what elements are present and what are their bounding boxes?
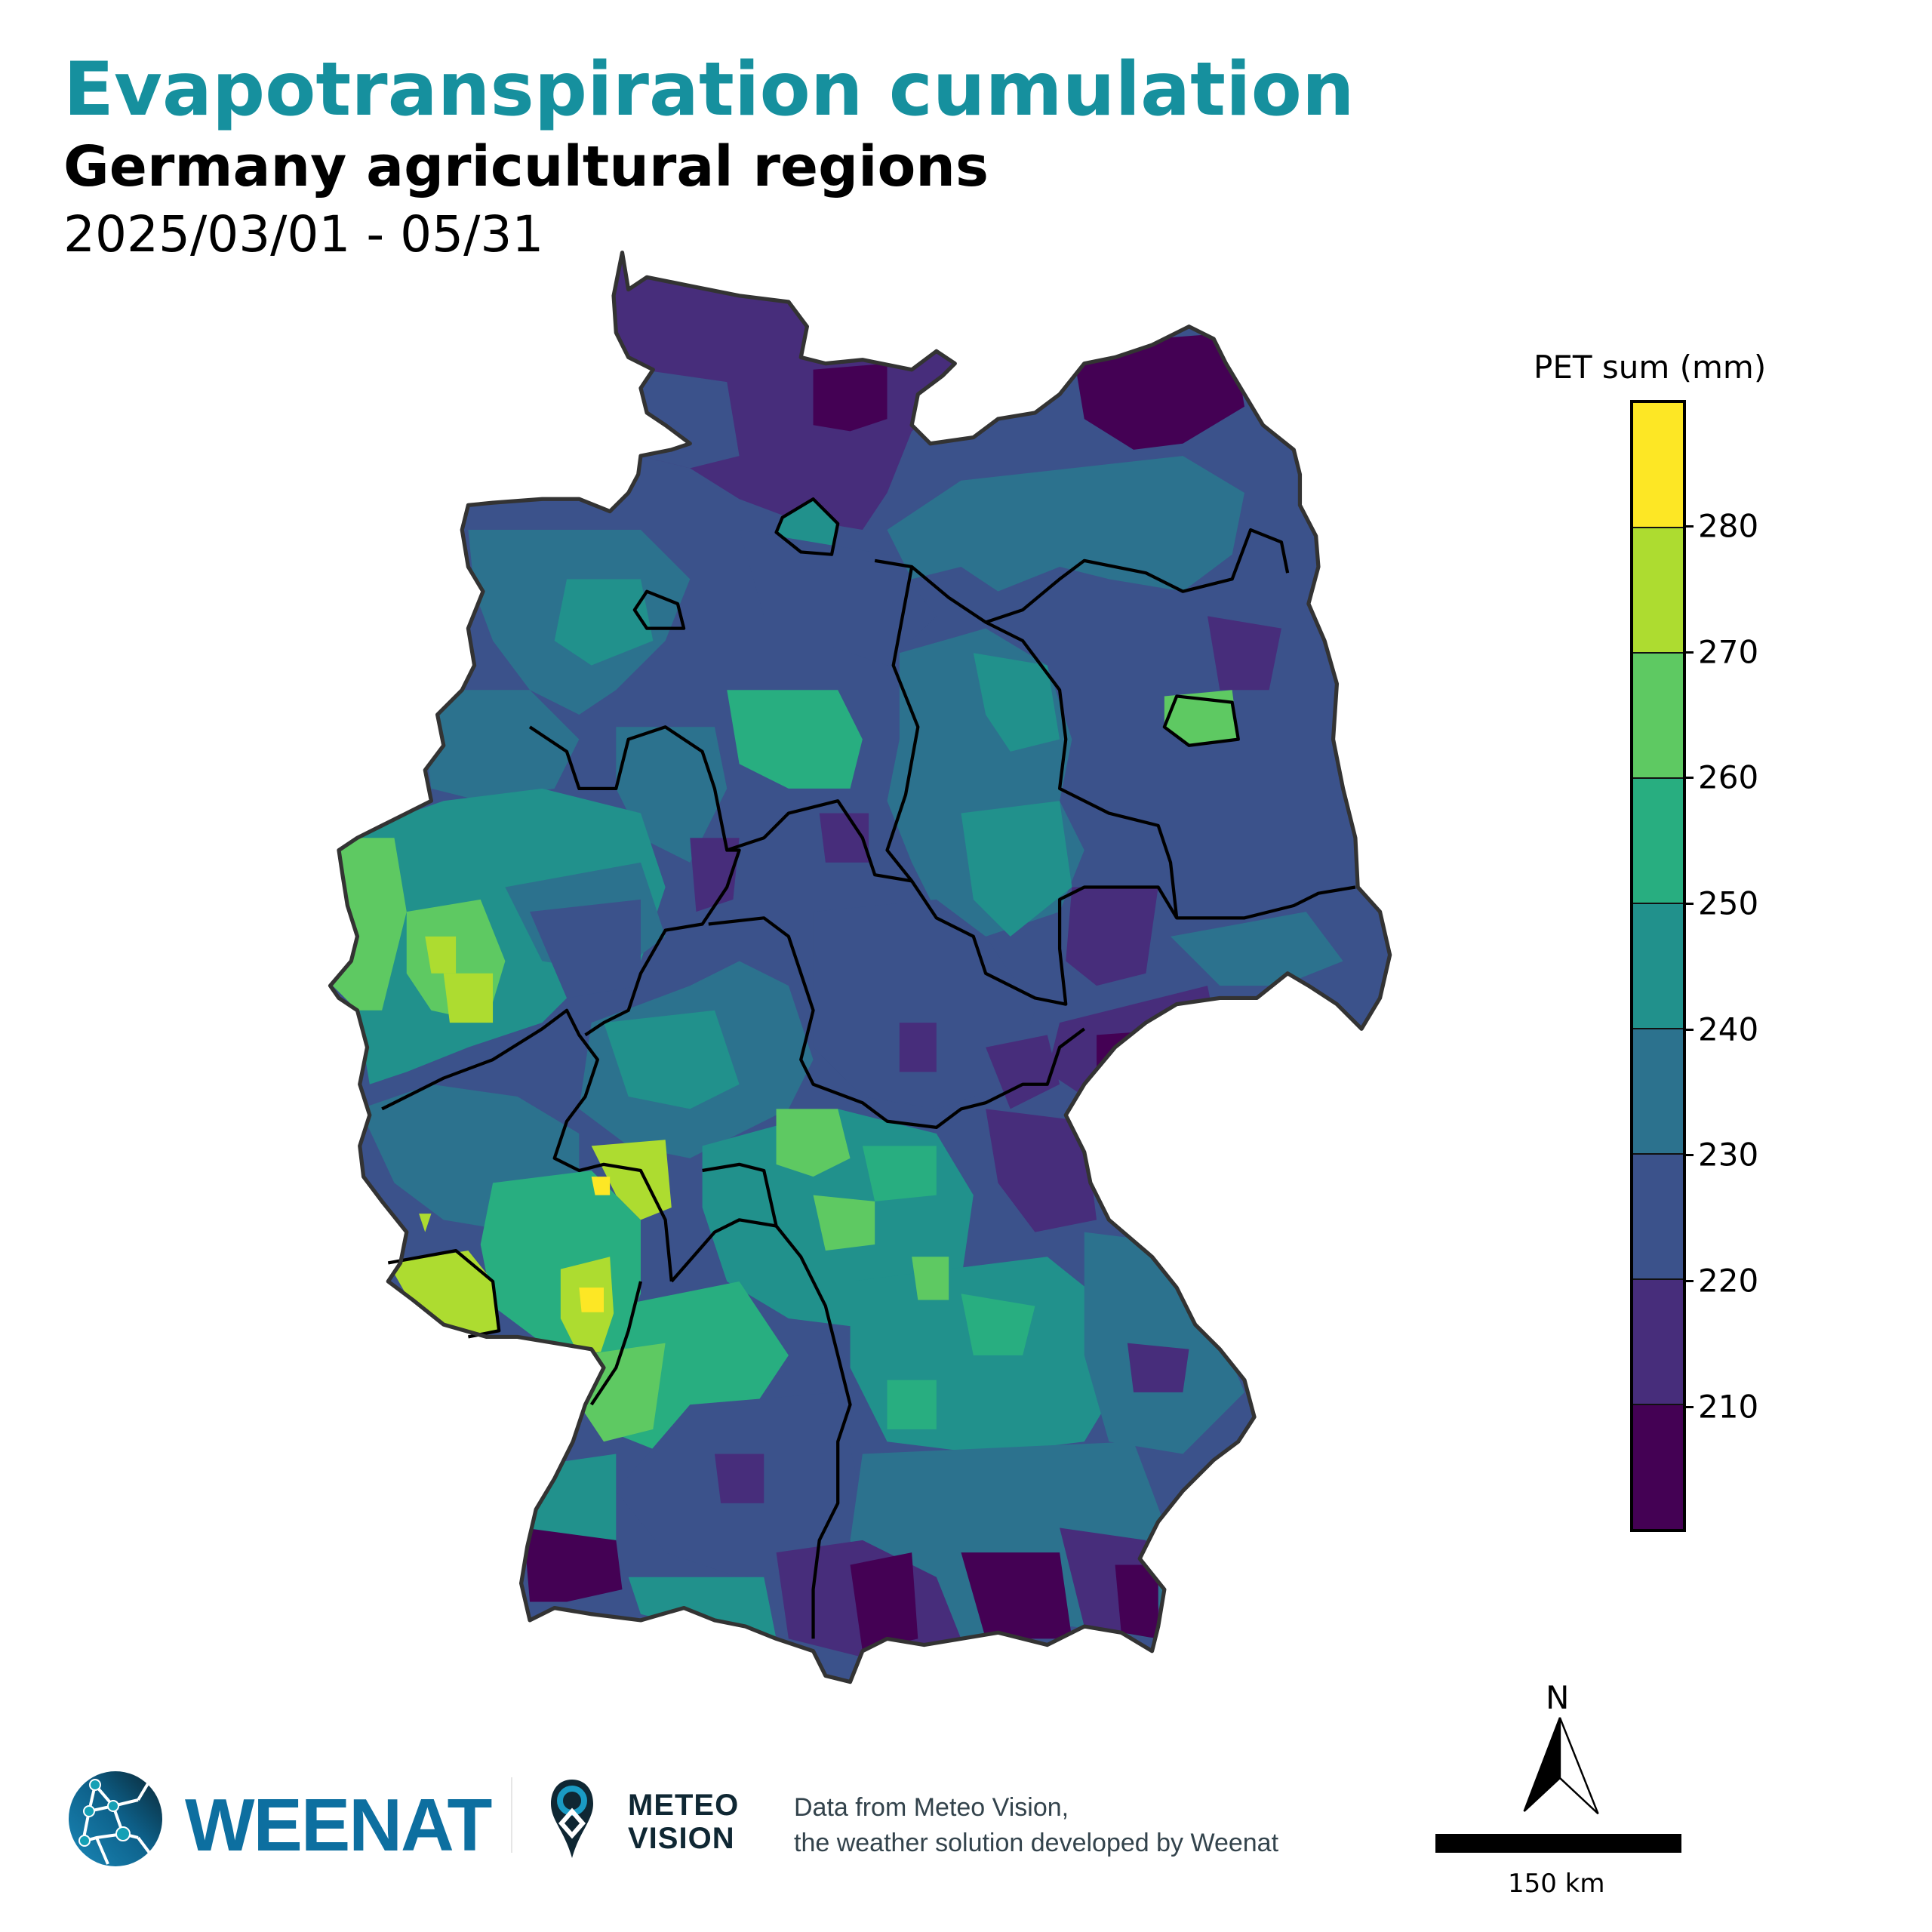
meteo-vision-pin-icon bbox=[551, 1780, 593, 1858]
meteo-vision-brand: METEO VISION bbox=[628, 1789, 739, 1855]
date-range: 2025/03/01 - 05/31 bbox=[63, 205, 544, 263]
colorbar-bin bbox=[1633, 1155, 1683, 1280]
weenat-brand: WEENAT bbox=[185, 1783, 492, 1866]
colorbar-bin bbox=[1633, 654, 1683, 779]
north-arrow-icon bbox=[1523, 1717, 1599, 1815]
colorbar-tick-label: 210 bbox=[1698, 1388, 1759, 1426]
colorbar-bin bbox=[1633, 528, 1683, 654]
scale-label: 150 km bbox=[1508, 1869, 1605, 1899]
colorbar-bin bbox=[1633, 1280, 1683, 1405]
meteo-vision-line2: VISION bbox=[628, 1822, 735, 1855]
colorbar-tick-label: 250 bbox=[1698, 884, 1759, 922]
colorbar-tick-label: 280 bbox=[1698, 507, 1759, 545]
credit-line1: Data from Meteo Vision, bbox=[794, 1793, 1069, 1822]
colorbar-tickmark bbox=[1686, 903, 1694, 905]
colorbar-tick-label: 240 bbox=[1698, 1011, 1759, 1048]
colorbar bbox=[1630, 400, 1686, 1532]
colorbar-tick-label: 220 bbox=[1698, 1262, 1759, 1300]
footer-divider bbox=[511, 1777, 512, 1853]
chart-subtitle: Germany agricultural regions bbox=[63, 134, 989, 199]
state-boundaries bbox=[381, 497, 1356, 1639]
colorbar-tickmark bbox=[1686, 1029, 1694, 1031]
colorbar-tickmark bbox=[1686, 1280, 1694, 1282]
colorbar-tick-label: 230 bbox=[1698, 1136, 1759, 1174]
colorbar-tick-label: 260 bbox=[1698, 758, 1759, 796]
meteo-vision-line1: METEO bbox=[628, 1789, 740, 1822]
colorbar-title: PET sum (mm) bbox=[1534, 349, 1767, 386]
colorbar-bin bbox=[1633, 403, 1683, 528]
colorbar-tickmark bbox=[1686, 525, 1694, 528]
colorbar-bin bbox=[1633, 779, 1683, 904]
credit-line2: the weather solution developed by Weenat bbox=[794, 1829, 1279, 1857]
colorbar-tickmark bbox=[1686, 1406, 1694, 1408]
north-label: N bbox=[1546, 1679, 1570, 1716]
colorbar-tickmark bbox=[1686, 651, 1694, 654]
scale-bar bbox=[1435, 1834, 1681, 1853]
colorbar-tickmark bbox=[1686, 1154, 1694, 1156]
data-credit: Data from Meteo Vision, the weather solu… bbox=[794, 1790, 1278, 1861]
colorbar-bin bbox=[1633, 904, 1683, 1029]
colorbar-bin bbox=[1633, 1029, 1683, 1155]
colorbar-bin bbox=[1633, 1405, 1683, 1529]
weenat-logo-icon bbox=[69, 1771, 162, 1866]
chart-title: Evapotranspiration cumulation bbox=[63, 47, 1355, 133]
colorbar-tickmark bbox=[1686, 777, 1694, 779]
colorbar-tick-label: 270 bbox=[1698, 633, 1759, 671]
